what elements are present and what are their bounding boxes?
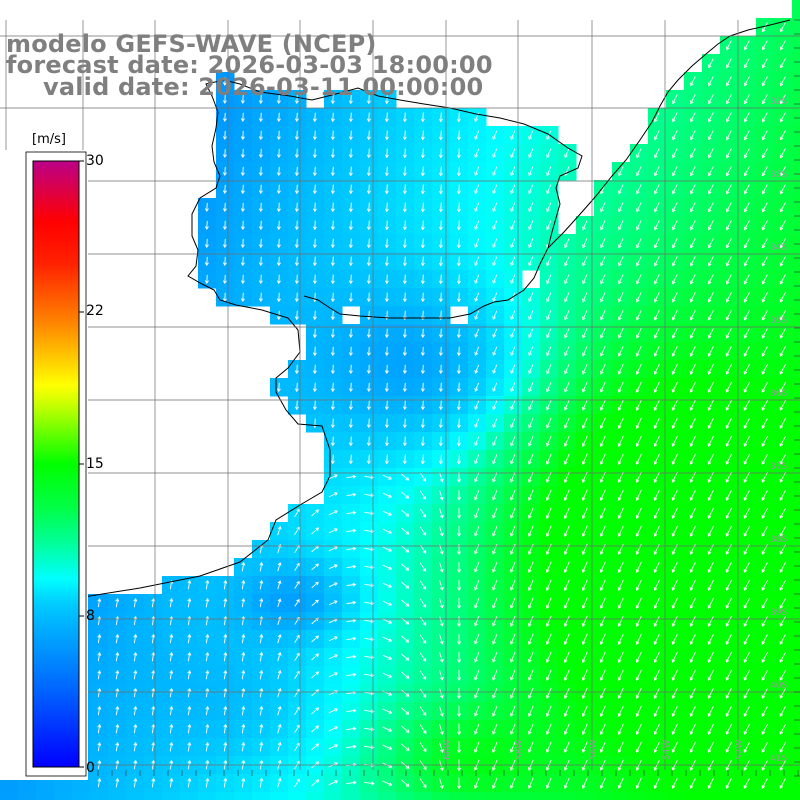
latitude-label: 37S <box>770 462 787 472</box>
latitude-label: 36S <box>770 389 787 399</box>
latitude-label: 35S <box>770 316 787 326</box>
colorbar-tick-22: 22 <box>86 303 104 319</box>
colorbar-tick-15: 15 <box>86 456 104 472</box>
colorbar-unit-label: [m/s] <box>32 132 66 147</box>
colorbar-tick-8: 8 <box>86 608 95 624</box>
title-forecast-date: forecast date: 2026-03-03 18:00:00 <box>6 51 493 79</box>
colorbar-gradient <box>32 160 80 768</box>
title-valid-date: valid date: 2026-03-11 00:00:00 <box>43 73 484 101</box>
latitude-label: 33S <box>770 170 787 180</box>
wind-arrows <box>97 22 787 790</box>
title-model: modelo GEFS-WAVE (NCEP) <box>6 30 377 58</box>
longitude-labels: 60W 58W 56W 54W 52W <box>443 740 745 760</box>
latitude-label: 38S <box>770 535 787 545</box>
longitude-label: 58W <box>515 740 525 760</box>
graticule <box>0 19 800 777</box>
latitude-label: 39S <box>770 608 787 618</box>
latitude-label: 32S <box>770 97 787 107</box>
longitude-label: 60W <box>443 740 453 760</box>
colorbar-tick-0: 0 <box>86 760 95 776</box>
longitude-label: 54W <box>662 740 672 760</box>
longitude-label: 56W <box>589 740 599 760</box>
colorbar-tick-30: 30 <box>86 153 104 169</box>
longitude-label: 52W <box>735 740 745 760</box>
coastline <box>0 19 791 611</box>
latitude-label: 40S <box>770 681 787 691</box>
latitude-label: 41S <box>770 754 787 764</box>
latitude-label: 34S <box>770 243 787 253</box>
colorbar <box>0 150 88 780</box>
latitude-labels: 32S 33S 34S 35S 36S 37S 38S 39S 40S 41S <box>770 97 787 764</box>
